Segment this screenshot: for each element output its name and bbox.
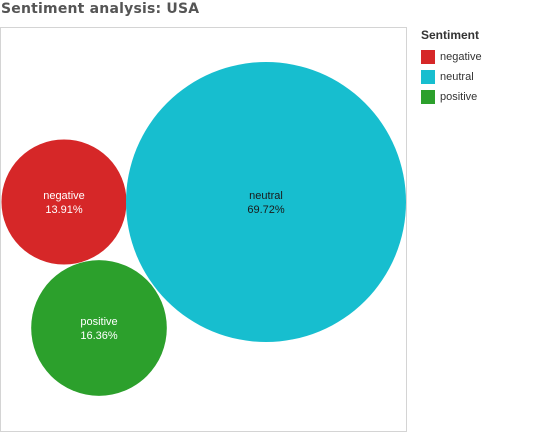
legend-swatch-neutral [421,69,435,84]
bubble-positive-circle[interactable] [31,260,167,396]
bubble-negative-value-label: 13.91% [45,204,83,216]
bubble-positive[interactable]: positive 16.36% [31,260,167,396]
legend-item-negative[interactable]: negative [421,48,482,65]
legend-label-negative: negative [440,50,482,63]
legend-item-neutral[interactable]: neutral [421,68,482,85]
bubble-neutral-name-label: neutral [249,190,283,202]
legend-title: Sentiment [421,28,480,42]
bubble-neutral[interactable]: neutral 69.72% [126,62,406,342]
bubble-negative[interactable]: negative 13.91% [1,139,127,265]
legend-item-positive[interactable]: positive [421,88,482,105]
bubble-neutral-value-label: 69.72% [247,204,285,216]
legend: Sentiment negative neutral positive [421,28,482,108]
plot-area: negative 13.91% neutral 69.72% positive 16.36… [0,27,407,432]
legend-swatch-positive [421,89,435,104]
bubble-positive-name-label: positive [80,316,117,328]
bubble-negative-circle[interactable] [1,139,127,265]
legend-label-positive: positive [440,90,478,103]
bubble-neutral-circle[interactable] [126,62,406,342]
bubble-negative-name-label: negative [43,190,85,202]
bubble-positive-value-label: 16.36% [80,330,118,342]
chart-title: Sentiment analysis: USA [1,1,200,17]
legend-label-neutral: neutral [440,70,474,83]
legend-items: negative neutral positive [421,48,482,105]
legend-swatch-negative [421,49,435,64]
bubble-chart-svg: negative 13.91% neutral 69.72% positive 16.36… [1,62,406,396]
